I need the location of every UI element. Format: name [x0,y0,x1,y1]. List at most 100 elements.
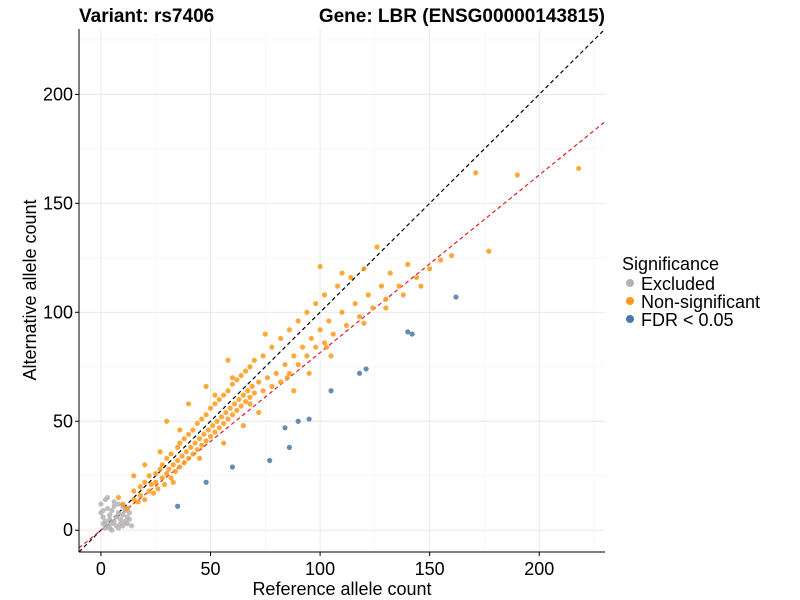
point-non-significant [352,300,358,307]
point-non-significant [361,320,367,326]
point-non-significant [225,388,231,394]
point-non-significant [324,344,330,350]
point-non-significant [221,440,227,446]
point-non-significant [295,361,301,368]
point-non-significant [438,257,444,263]
point-excluded [115,510,122,516]
point-non-significant [321,292,328,298]
point-non-significant [278,335,284,342]
point-non-significant [225,357,231,363]
point-non-significant [356,314,363,320]
point-non-significant [166,466,172,472]
point-non-significant [365,292,371,298]
point-non-significant [378,283,385,289]
point-excluded [98,501,104,507]
point-non-significant [221,420,227,427]
point-non-significant [313,344,319,350]
point-non-significant [286,370,292,376]
point-non-significant [339,270,345,276]
point-non-significant [192,440,198,446]
point-non-significant [157,466,163,472]
point-non-significant [214,418,220,424]
axes: 0 50 100 150 200 0 50 100 150 200 [43,29,605,579]
point-non-significant [304,309,310,315]
point-excluded [115,525,122,531]
point-fdr-0-05 [356,370,363,376]
point-non-significant [234,407,240,413]
point-non-significant [306,370,312,376]
point-non-significant [177,440,183,446]
point-non-significant [196,436,203,442]
legend-title: Significance [622,254,719,274]
point-non-significant [153,479,159,485]
point-non-significant [190,451,196,457]
point-excluded [113,514,119,520]
point-excluded [102,497,108,503]
point-non-significant [361,266,367,272]
point-non-significant [150,490,157,496]
point-non-significant [370,305,376,311]
point-non-significant [328,353,334,359]
point-non-significant [240,423,246,429]
point-non-significant [383,296,389,302]
point-excluded [109,507,115,514]
point-non-significant [247,364,253,370]
y-tick-label: 100 [43,302,73,322]
point-non-significant [260,388,266,394]
point-non-significant [343,322,349,328]
legend-label-excluded: Excluded [641,274,715,294]
point-non-significant [221,392,227,398]
point-excluded [100,507,106,514]
point-non-significant [194,420,200,427]
legend: Significance ExcludedNon-significantFDR … [622,254,760,330]
point-excluded [115,501,122,507]
point-non-significant [216,396,222,403]
point-non-significant [448,253,455,259]
point-non-significant [278,379,284,385]
point-non-significant [304,353,310,359]
point-non-significant [124,505,130,512]
point-non-significant [514,172,520,178]
point-non-significant [247,401,253,407]
x-tick-label: 50 [200,559,220,579]
point-non-significant [175,444,181,450]
y-tick-label: 0 [63,520,73,540]
point-non-significant [264,375,271,381]
point-non-significant [207,433,214,440]
point-non-significant [227,405,233,411]
point-non-significant [374,244,380,250]
point-fdr-0-05 [409,331,415,337]
point-non-significant [155,486,161,492]
point-non-significant [291,388,297,394]
point-non-significant [185,401,192,407]
point-non-significant [348,274,354,281]
point-non-significant [183,449,189,455]
point-fdr-0-05 [286,444,292,450]
point-non-significant [196,455,203,461]
point-non-significant [576,165,582,172]
point-non-significant [317,263,323,270]
point-excluded [107,516,113,522]
point-non-significant [291,353,297,359]
point-non-significant [177,427,183,433]
point-non-significant [260,353,266,359]
point-non-significant [159,462,165,468]
point-non-significant [282,361,288,368]
point-non-significant [308,335,314,342]
point-excluded [120,512,126,518]
point-non-significant [247,394,253,400]
point-non-significant [168,475,174,481]
point-non-significant [299,344,306,350]
point-non-significant [335,283,341,289]
y-tick-label: 50 [53,411,73,431]
point-non-significant [242,399,249,405]
legend-key-fdr-0-05 [626,315,634,323]
legend-key-excluded [626,279,634,287]
point-non-significant [256,379,262,385]
point-non-significant [161,481,168,488]
point-non-significant [120,501,126,507]
legend-label-non-significant: Non-significant [641,292,760,312]
point-non-significant [142,462,148,468]
point-non-significant [146,473,152,479]
